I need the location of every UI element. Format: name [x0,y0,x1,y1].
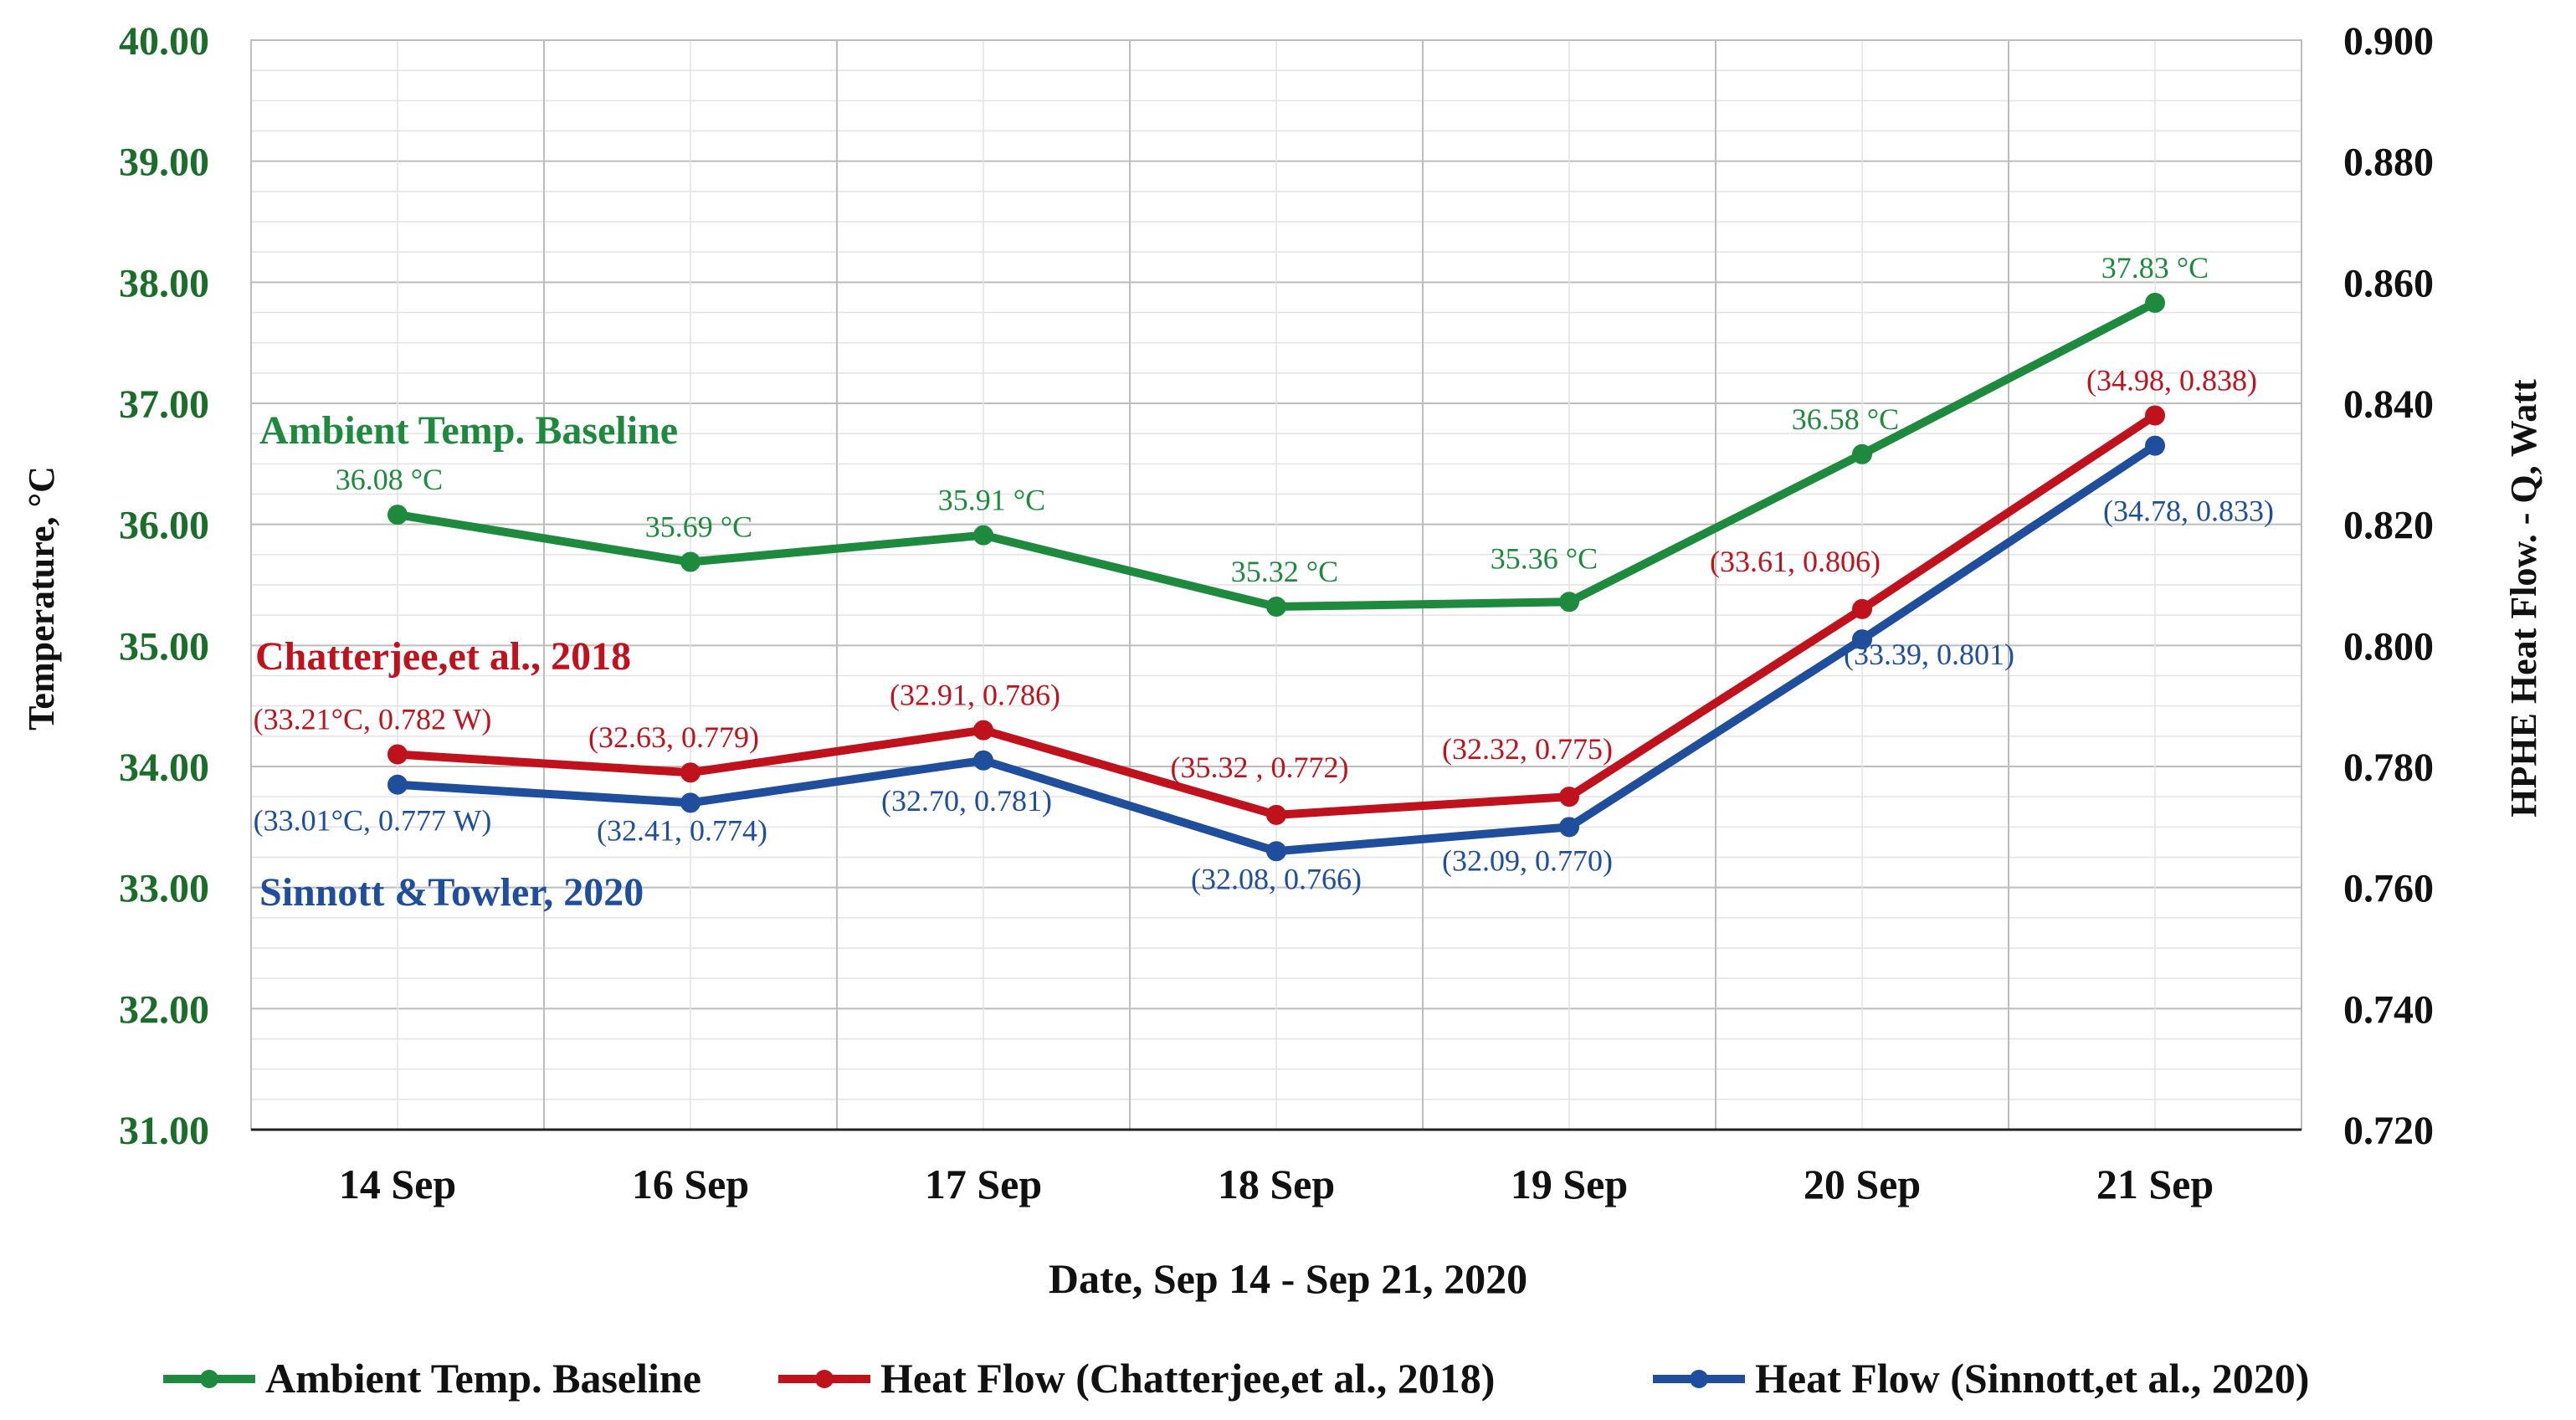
data-label: 35.69 °C [645,510,752,544]
x-axis-ticks: 14 Sep 16 Sep 17 Sep 18 Sep 19 Sep 20 Sep 21 S… [339,1161,2214,1207]
y-right-tick-label: 0.720 [2343,1109,2434,1153]
y-right-tick-label: 0.860 [2343,261,2434,305]
x-tick-label: 18 Sep [1218,1161,1335,1207]
y-left-tick-label: 38.00 [119,261,209,305]
data-label: (34.78, 0.833) [2103,495,2274,528]
data-point [1266,841,1286,862]
y-left-tick-label: 40.00 [119,19,209,64]
data-point [1559,787,1579,807]
data-point [1266,597,1286,618]
data-point [1852,443,1872,464]
x-tick-label: 17 Sep [925,1161,1042,1207]
data-point [973,720,993,741]
data-point [2145,405,2165,426]
x-tick-label: 20 Sep [1804,1161,1921,1207]
data-point [680,792,700,813]
data-point [973,525,993,546]
y-right-tick-label: 0.760 [2343,867,2434,911]
data-point [2145,292,2165,313]
y-right-tick-label: 0.740 [2343,987,2434,1032]
y-right-tick-label: 0.780 [2343,746,2434,790]
y-left-tick-label: 35.00 [119,624,209,669]
legend-entry-label: Heat Flow (Sinnott,et al., 2020) [1755,1355,2309,1402]
data-label: (33.01°C, 0.777 W) [254,804,492,838]
y-right-tick-label: 0.800 [2343,624,2434,669]
y-left-tick-label: 31.00 [119,1109,209,1153]
y-right-tick-label: 0.900 [2343,19,2434,64]
data-label: (32.09, 0.770) [1442,843,1613,877]
y-left-tick-label: 33.00 [119,867,209,911]
data-label: 35.91 °C [938,484,1045,517]
data-label: (32.08, 0.766) [1191,862,1362,895]
data-point [1266,804,1286,825]
data-point [1852,629,1872,650]
x-tick-label: 16 Sep [632,1161,749,1207]
series-inline-label: Ambient Temp. Baseline [259,408,678,453]
data-point [387,505,408,525]
y-left-tick-label: 37.00 [119,382,209,427]
y-left-tick-label: 39.00 [119,141,209,185]
x-axis-label: Date, Sep 14 - Sep 21, 2020 [1049,1255,1527,1302]
data-label: 36.08 °C [336,463,443,496]
y-right-tick-label: 0.880 [2343,141,2434,185]
y-axis-left-label: Temperature, °C [21,466,62,731]
data-label: (33.39, 0.801) [1844,638,2014,671]
data-label: (33.61, 0.806) [1710,545,1881,578]
legend-swatch-marker [815,1370,834,1388]
data-label: (32.91, 0.786) [890,679,1060,712]
x-tick-label: 21 Sep [2096,1161,2214,1207]
series-inline-label: Sinnott &Towler, 2020 [259,870,644,915]
y-left-tick-label: 34.00 [119,746,209,790]
y-right-tick-label: 0.840 [2343,382,2434,427]
right-axis-ticks: 0.720 0.740 0.760 0.780 0.800 0.820 0.840 0.860… [2343,19,2434,1153]
data-label: (35.32 , 0.772) [1171,751,1349,784]
data-label: (32.70, 0.781) [881,784,1052,818]
data-point [1852,598,1872,619]
y-left-tick-label: 32.00 [119,987,209,1032]
data-label: (34.98, 0.838) [2086,363,2257,397]
data-labels: 36.08 °C 35.69 °C 35.91 °C 35.32 °C 35.36 °C… [254,251,2274,895]
data-point [1559,817,1579,838]
data-label: (32.41, 0.774) [597,813,767,847]
series-inline-label: Chatterjee,et al., 2018 [255,634,631,679]
x-tick-label: 19 Sep [1511,1161,1628,1207]
legend-swatch-marker [1690,1370,1708,1388]
series-inline-labels: Ambient Temp. Baseline Chatterjee,et al.,… [255,408,678,915]
data-point [387,744,408,765]
data-label: 35.32 °C [1231,555,1338,588]
y-right-tick-label: 0.820 [2343,504,2434,548]
legend-entry-label: Heat Flow (Chatterjee,et al., 2018) [880,1355,1495,1402]
data-point [1559,592,1579,613]
data-point [387,774,408,795]
legend-entry-label: Ambient Temp. Baseline [265,1355,701,1402]
data-label: (33.21°C, 0.782 W) [254,703,492,736]
data-label: 36.58 °C [1792,402,1899,436]
x-tick-label: 14 Sep [339,1161,456,1207]
y-left-tick-label: 36.00 [119,504,209,548]
legend: Ambient Temp. Baseline Heat Flow (Chatter… [163,1355,2309,1402]
data-point [973,750,993,771]
data-label: (32.63, 0.779) [588,720,759,754]
data-point [680,551,700,572]
data-label: 35.36 °C [1491,541,1598,575]
data-point [680,762,700,783]
series-points [387,292,2165,862]
data-label: 37.83 °C [2101,251,2209,285]
data-point [2145,435,2165,456]
legend-swatch-marker [200,1370,218,1388]
left-axis-ticks: 31.00 32.00 33.00 34.00 35.00 36.00 37.00 38.00… [119,19,209,1153]
data-label: (32.32, 0.775) [1442,732,1613,766]
y-axis-right-label: HPHE Heat Flow. - Q, Watt [2503,379,2544,818]
